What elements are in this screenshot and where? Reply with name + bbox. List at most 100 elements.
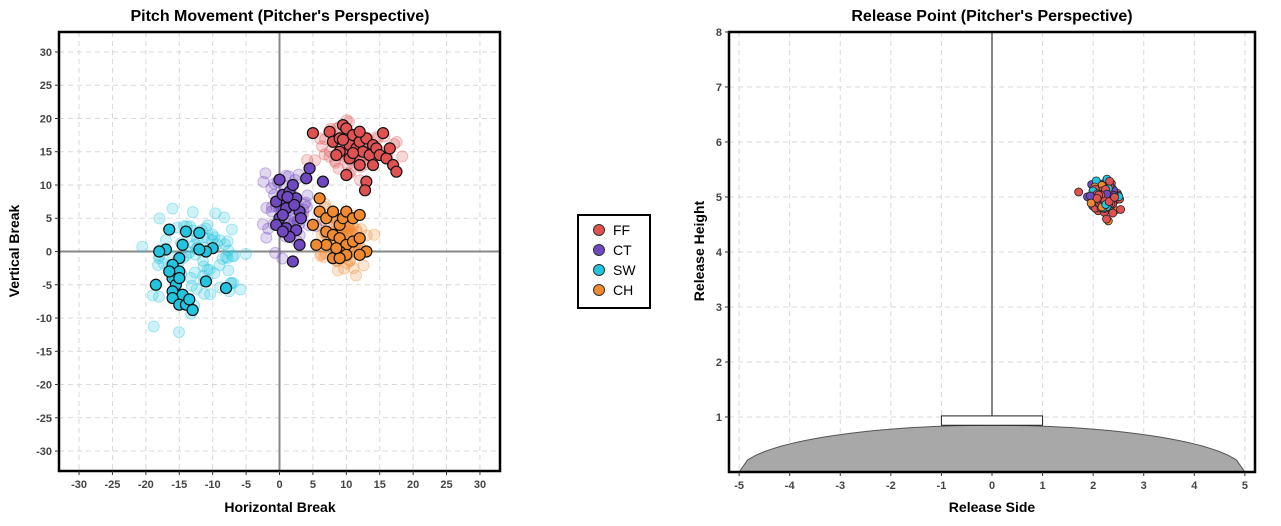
y-tick-label: 20 — [40, 113, 52, 125]
point-faded-SW — [234, 283, 247, 296]
point-FF — [353, 158, 366, 172]
x-tick-label: -5 — [241, 479, 251, 491]
y-tick-label: 3 — [716, 302, 722, 314]
point-FF — [346, 146, 360, 160]
x-tick-label: 15 — [374, 479, 386, 491]
x-tick-label: 20 — [407, 479, 419, 491]
point-CT — [276, 225, 289, 238]
point-faded-CT — [256, 218, 269, 231]
point-SW — [193, 243, 206, 256]
point-SW — [176, 238, 189, 251]
point-FF — [366, 158, 380, 172]
point-SW — [186, 303, 199, 317]
point-SW — [163, 223, 176, 236]
mound-shape — [738, 424, 1246, 473]
point-faded-SW — [190, 282, 203, 295]
point-faded-CH — [338, 262, 351, 275]
x-tick-label: -15 — [171, 479, 187, 491]
point-faded-CH — [315, 248, 328, 261]
point-faded-CH — [349, 269, 362, 282]
point-faded-SW — [188, 266, 201, 279]
point-CT — [276, 208, 289, 222]
point-CH — [306, 218, 320, 231]
point-faded-SW — [221, 235, 234, 248]
point-SW — [219, 281, 233, 295]
release-point — [1086, 198, 1096, 208]
point-faded-SW — [186, 206, 199, 219]
release-point — [1074, 187, 1084, 197]
point-faded-SW — [197, 260, 210, 273]
point-faded-CT — [257, 175, 270, 188]
point-faded-SW — [201, 219, 214, 232]
legend-marker-FF — [593, 224, 605, 236]
x-tick-label: -1 — [937, 480, 947, 492]
point-CH — [333, 252, 346, 265]
x-tick-label: 3 — [1141, 480, 1147, 492]
release-point — [1108, 208, 1118, 218]
y-tick-label: -10 — [36, 313, 52, 325]
y-tick-label: -25 — [36, 413, 52, 425]
point-faded-SW — [173, 326, 186, 339]
point-faded-CH — [357, 259, 370, 272]
point-SW — [183, 293, 196, 306]
y-tick-label: -15 — [36, 346, 52, 358]
point-faded-SW — [201, 263, 214, 276]
point-SW — [193, 226, 206, 239]
point-CT — [293, 238, 306, 251]
point-CT — [300, 172, 313, 185]
legend-marker-CT — [593, 244, 605, 256]
x-tick-label: 25 — [440, 479, 452, 491]
x-tick-label: -5 — [734, 480, 744, 492]
point-faded-CH — [368, 228, 381, 241]
point-faded-CT — [265, 205, 278, 218]
point-faded-CT — [260, 201, 273, 214]
point-SW — [163, 265, 176, 278]
point-FF — [390, 165, 403, 178]
point-faded-SW — [239, 248, 252, 261]
point-FF — [376, 127, 390, 140]
y-tick-label: 6 — [716, 137, 722, 149]
point-faded-FF — [318, 148, 331, 161]
point-faded-SW — [226, 250, 239, 263]
point-faded-CT — [259, 167, 272, 180]
point-CT — [316, 175, 330, 188]
y-tick-label: -30 — [36, 446, 52, 458]
legend-label-CH: CH — [613, 282, 633, 298]
point-faded-SW — [136, 240, 149, 253]
point-faded-CT — [260, 231, 273, 244]
legend-label-FF: FF — [613, 222, 630, 238]
y-tick-label: 10 — [40, 180, 52, 192]
point-faded-CH — [314, 249, 327, 262]
point-faded-CH — [331, 264, 344, 277]
point-faded-SW — [152, 259, 165, 272]
legend-label-CT: CT — [613, 242, 632, 258]
point-faded-SW — [166, 202, 179, 215]
release-x-ticks: -5 -4 -3 -2 -1 0 1 2 3 4 5 — [734, 472, 1248, 492]
point-faded-SW — [222, 264, 235, 277]
release-point — [1102, 214, 1111, 224]
x-tick-label: 10 — [340, 479, 352, 491]
y-tick-label: 15 — [40, 147, 52, 159]
point-faded-CT — [265, 182, 278, 195]
point-CT — [303, 162, 316, 175]
x-tick-label: -30 — [71, 479, 87, 491]
point-CH — [353, 248, 366, 261]
x-tick-label: -20 — [138, 479, 154, 491]
release-y-axis-label: Release Height — [691, 200, 707, 301]
point-faded-SW — [198, 287, 211, 300]
pitchers-mound — [738, 32, 1246, 473]
legend-marker-SW — [593, 264, 605, 276]
y-tick-label: 1 — [716, 412, 722, 424]
y-tick-label: 5 — [46, 213, 52, 225]
y-tick-label: 2 — [716, 357, 722, 369]
point-FF — [383, 142, 396, 155]
x-tick-label: 0 — [276, 479, 282, 491]
point-faded-CH — [341, 225, 354, 238]
point-faded-FF — [316, 140, 329, 153]
point-FF — [336, 133, 350, 146]
point-CT — [286, 255, 299, 268]
y-tick-label: 8 — [716, 27, 722, 39]
y-tick-label: -5 — [42, 280, 52, 292]
point-faded-SW — [218, 238, 231, 251]
